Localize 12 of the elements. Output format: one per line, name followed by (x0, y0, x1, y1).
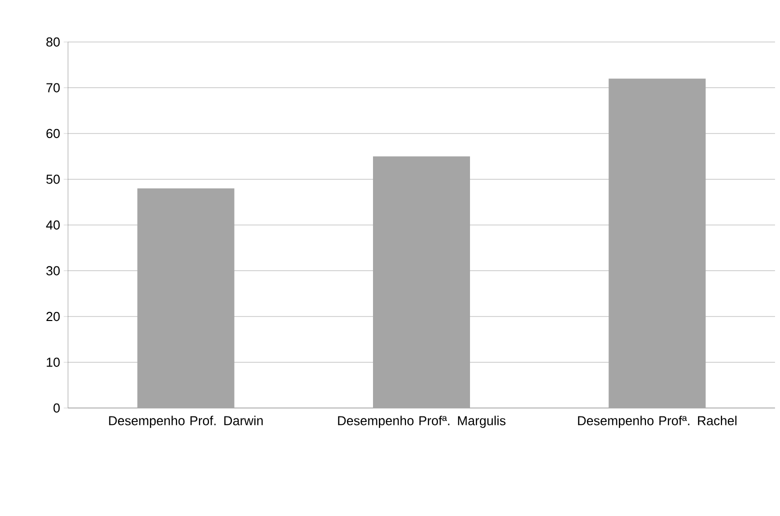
y-tick-label: 40 (46, 220, 60, 230)
x-tick-label: Desempenho Prof. Darwin (109, 416, 263, 428)
x-tick-label: Desempenho Profª. Rachel (578, 416, 736, 428)
y-tick-label: 30 (46, 266, 60, 276)
x-tick-label: Desempenho Profª. Margulis (338, 416, 506, 428)
y-tick-label: 70 (46, 83, 60, 92)
y-tick-label: 20 (46, 312, 60, 322)
y-tick-label: 80 (46, 37, 60, 47)
y-tick-label: 0 (54, 403, 60, 413)
y-tick-label: 60 (46, 128, 60, 138)
y-tick-label: 50 (46, 174, 60, 184)
y-tick-label: 10 (46, 358, 60, 367)
